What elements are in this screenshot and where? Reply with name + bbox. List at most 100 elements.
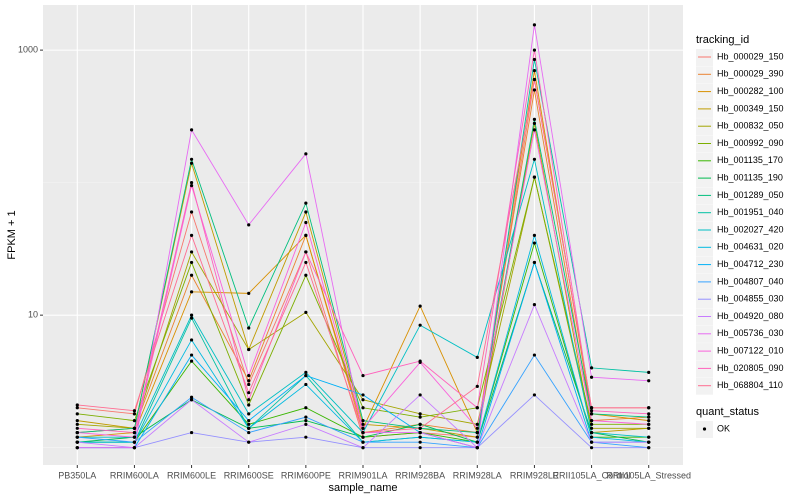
data-point: [75, 419, 79, 423]
data-point: [418, 440, 422, 444]
legend-point: [702, 427, 707, 431]
data-point: [361, 426, 365, 430]
data-point: [361, 430, 365, 435]
data-point: [418, 430, 422, 435]
data-point: [247, 403, 251, 407]
legend-label: Hb_000832_050: [717, 121, 784, 131]
data-point: [189, 338, 194, 342]
data-point: [418, 412, 422, 416]
data-point: [361, 422, 365, 426]
data-point: [247, 223, 251, 227]
data-point: [75, 426, 79, 430]
data-point: [75, 406, 79, 410]
data-point: [589, 426, 594, 430]
data-point: [189, 290, 194, 294]
data-point: [532, 57, 537, 62]
data-point: [589, 366, 594, 370]
legend-label: Hb_000349_150: [717, 103, 784, 113]
data-point: [304, 310, 308, 314]
data-point: [304, 419, 308, 423]
data-point: [304, 210, 308, 214]
data-point: [247, 326, 251, 330]
legend-label: Hb_004807_040: [717, 276, 784, 286]
y-tick-label: 10: [28, 310, 38, 320]
data-point: [189, 313, 194, 317]
data-point: [647, 379, 651, 383]
x-tick-label: PB350LA: [58, 470, 96, 480]
data-point: [132, 409, 137, 413]
legend-label: Hb_007122_010: [717, 345, 784, 355]
data-point: [647, 446, 651, 450]
data-point: [532, 69, 537, 73]
data-point: [589, 406, 594, 410]
data-point: [532, 175, 537, 179]
legend-label: Hb_068804_110: [717, 380, 783, 390]
data-point: [532, 117, 537, 122]
x-tick-label: RRIM600SE: [224, 470, 274, 480]
data-point: [418, 446, 422, 450]
data-point: [132, 440, 137, 444]
data-point: [532, 353, 537, 357]
legend-label: Hb_002027_420: [717, 224, 784, 234]
data-point: [475, 406, 479, 410]
x-tick-label: RRIM928LE: [510, 470, 559, 480]
data-point: [247, 419, 251, 423]
data-point: [475, 435, 479, 439]
data-point: [247, 426, 251, 430]
legend-label: Hb_001135_190: [717, 172, 783, 182]
data-point: [132, 426, 137, 430]
data-point: [418, 304, 422, 308]
data-point: [361, 419, 365, 423]
legend-title: tracking_id: [696, 34, 749, 46]
data-point: [532, 128, 537, 132]
data-point: [418, 435, 422, 439]
data-point: [647, 426, 651, 430]
data-point: [532, 393, 537, 397]
data-point: [532, 157, 537, 161]
data-point: [647, 422, 651, 426]
data-point: [532, 233, 537, 237]
data-point: [247, 291, 251, 295]
y-axis-title: FPKM + 1: [6, 210, 18, 259]
data-point: [304, 201, 308, 205]
data-point: [647, 419, 651, 423]
legend-label: Hb_000029_150: [717, 51, 784, 61]
data-point: [418, 359, 422, 363]
data-point: [589, 440, 594, 444]
y-tick-label: 1000: [18, 44, 38, 54]
data-point: [589, 446, 594, 450]
data-point: [132, 430, 137, 435]
data-point: [304, 233, 308, 237]
legend-label: Hb_000992_090: [717, 138, 784, 148]
data-point: [589, 375, 594, 379]
data-point: [361, 435, 365, 439]
data-point: [247, 430, 251, 435]
legend-label: Hb_004712_230: [717, 259, 784, 269]
data-point: [647, 370, 651, 374]
data-point: [132, 446, 137, 450]
x-tick-label: RRIM600LE: [167, 470, 216, 480]
legend-label: Hb_004855_030: [717, 294, 784, 304]
legend-label: Hb_005736_030: [717, 328, 784, 338]
data-point: [532, 77, 537, 82]
data-point: [589, 435, 594, 439]
data-point: [647, 435, 651, 439]
data-point: [189, 273, 194, 277]
data-point: [247, 412, 251, 416]
data-point: [304, 415, 308, 419]
data-point: [475, 355, 479, 359]
data-point: [132, 435, 137, 439]
data-point: [647, 440, 651, 444]
data-point: [247, 382, 251, 387]
data-point: [189, 183, 194, 188]
data-point: [589, 409, 594, 413]
x-tick-label: RRIM928BA: [395, 470, 445, 480]
data-point: [304, 250, 308, 254]
data-point: [589, 430, 594, 435]
data-point: [361, 373, 365, 378]
data-point: [475, 422, 479, 426]
data-point: [361, 440, 365, 444]
legend-label: OK: [717, 423, 730, 433]
data-point: [589, 422, 594, 426]
data-point: [247, 422, 251, 426]
